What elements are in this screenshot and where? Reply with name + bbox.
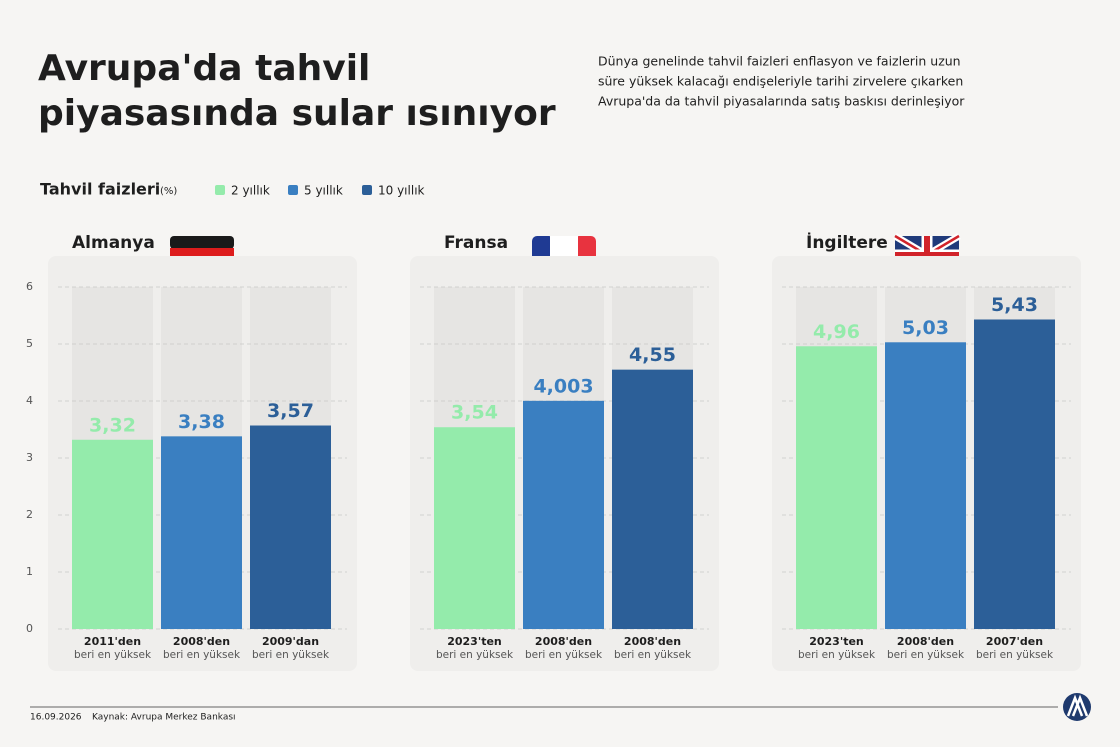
legend-label: 2 yıllık xyxy=(231,184,270,198)
bar xyxy=(974,319,1055,629)
y-tick-label: 4 xyxy=(26,394,33,407)
legend-item: 2 yıllık xyxy=(215,184,270,198)
x-tick-label: 2008'den xyxy=(897,635,954,648)
x-tick-note: beri en yüksek xyxy=(976,649,1054,661)
value-label: 4,96 xyxy=(813,321,860,343)
x-tick-note: beri en yüksek xyxy=(436,649,514,661)
y-axis: 1 xyxy=(26,565,33,578)
value-label: 5,03 xyxy=(902,317,949,339)
value-label: 4,55 xyxy=(629,344,676,366)
y-axis: 2 xyxy=(26,508,33,521)
footer-source: Kaynak: Avrupa Merkez Bankası xyxy=(92,713,236,723)
x-tick-note: beri en yüksek xyxy=(74,649,152,661)
legend-swatch xyxy=(362,185,372,195)
bar xyxy=(885,342,966,629)
y-axis: 5 xyxy=(26,337,33,350)
bar xyxy=(161,436,242,629)
description-line: Avrupa'da da tahvil piyasalarında satış … xyxy=(598,94,965,109)
legend-label: 5 yıllık xyxy=(304,184,343,198)
value-label: 3,32 xyxy=(89,414,136,436)
description-line: Dünya genelinde tahvil faizleri enflasyo… xyxy=(598,54,961,69)
x-tick-label: 2008'den xyxy=(173,635,230,648)
legend-title: Tahvil faizleri xyxy=(40,180,160,199)
value-label: 3,54 xyxy=(451,402,498,424)
legend-label: 10 yıllık xyxy=(378,184,425,198)
value-label: 3,57 xyxy=(267,400,314,422)
panel-title: Fransa xyxy=(444,233,508,253)
panel-title: İngiltere xyxy=(806,231,888,253)
y-tick-label: 2 xyxy=(26,508,33,521)
x-tick-label: 2008'den xyxy=(624,635,681,648)
legend-unit: (%) xyxy=(160,186,177,197)
panel-title: Almanya xyxy=(72,233,155,253)
bar xyxy=(434,427,515,629)
x-tick-label: 2007'den xyxy=(986,635,1043,648)
y-axis: 6 xyxy=(26,280,33,293)
legend-item: 5 yıllık xyxy=(288,184,343,198)
legend-item: 10 yıllık xyxy=(362,184,425,198)
y-axis: 3 xyxy=(26,451,33,464)
footer-date: 16.09.2026 xyxy=(30,713,82,723)
x-tick-label: 2008'den xyxy=(535,635,592,648)
bar xyxy=(250,425,331,629)
y-tick-label: 6 xyxy=(26,280,33,293)
bar xyxy=(72,439,153,629)
legend-swatch xyxy=(215,185,225,195)
value-label: 3,38 xyxy=(178,411,225,433)
x-tick-note: beri en yüksek xyxy=(614,649,692,661)
title-line: piyasasında sular ısınıyor xyxy=(38,93,556,134)
legend-swatch xyxy=(288,185,298,195)
x-tick-note: beri en yüksek xyxy=(525,649,603,661)
y-axis: 0 xyxy=(26,622,33,635)
y-tick-label: 5 xyxy=(26,337,33,350)
title-line: Avrupa'da tahvil xyxy=(38,48,370,89)
x-tick-note: beri en yüksek xyxy=(252,649,330,661)
x-tick-label: 2023'ten xyxy=(809,635,864,648)
value-label: 5,43 xyxy=(991,294,1038,316)
x-tick-label: 2011'den xyxy=(84,635,141,648)
logo xyxy=(1063,693,1091,721)
y-tick-label: 0 xyxy=(26,622,33,635)
y-tick-label: 1 xyxy=(26,565,33,578)
x-tick-label: 2009'dan xyxy=(262,635,319,648)
x-tick-label: 2023'ten xyxy=(447,635,502,648)
x-tick-note: beri en yüksek xyxy=(798,649,876,661)
y-axis: 4 xyxy=(26,394,33,407)
y-tick-label: 3 xyxy=(26,451,33,464)
x-tick-note: beri en yüksek xyxy=(887,649,965,661)
description-line: süre yüksek kalacağı endişeleriyle tarih… xyxy=(598,74,963,89)
bar xyxy=(612,369,693,629)
x-tick-note: beri en yüksek xyxy=(163,649,241,661)
value-label: 4,003 xyxy=(533,375,593,397)
bar xyxy=(523,400,604,629)
bar xyxy=(796,346,877,629)
